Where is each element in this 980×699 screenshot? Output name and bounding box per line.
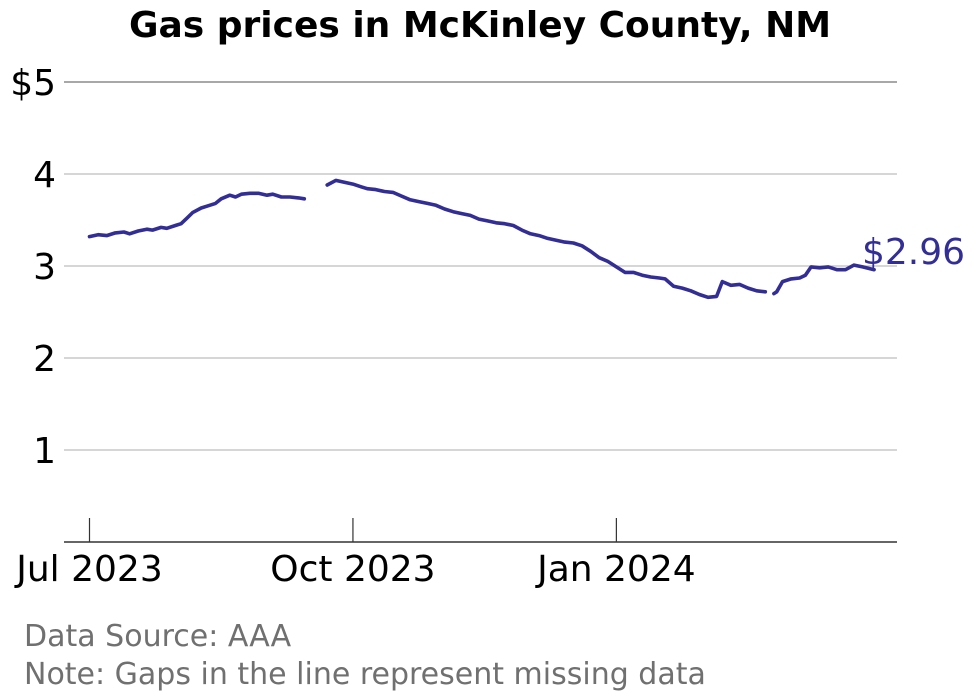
chart-title: Gas prices in McKinley County, NM	[129, 5, 831, 46]
price-series	[87, 178, 876, 300]
y-tick-label-1: 1	[33, 431, 56, 472]
y-tick-label-2: 2	[33, 339, 56, 380]
x-axis-ticks: Jul 2023 Oct 2023 Jan 2024	[14, 518, 696, 590]
gridlines	[64, 81, 897, 451]
x-tick-label-0: Jul 2023	[14, 549, 163, 590]
y-tick-label-4: 4	[33, 155, 56, 196]
price-line-segment-2	[325, 178, 768, 300]
y-tick-label-3: 3	[33, 247, 56, 288]
x-tick-label-1: Oct 2023	[270, 549, 435, 590]
price-line-segment-1	[87, 191, 307, 239]
y-axis-tick-labels: $5 4 3 2 1	[10, 63, 56, 472]
latest-price-label: $2.96	[862, 232, 965, 273]
y-tick-label-5: $5	[10, 63, 56, 104]
price-line-segment-3	[772, 263, 876, 296]
missing-data-note: Note: Gaps in the line represent missing…	[24, 657, 706, 692]
data-source-note: Data Source: AAA	[24, 619, 292, 654]
x-tick-label-2: Jan 2024	[535, 549, 696, 590]
